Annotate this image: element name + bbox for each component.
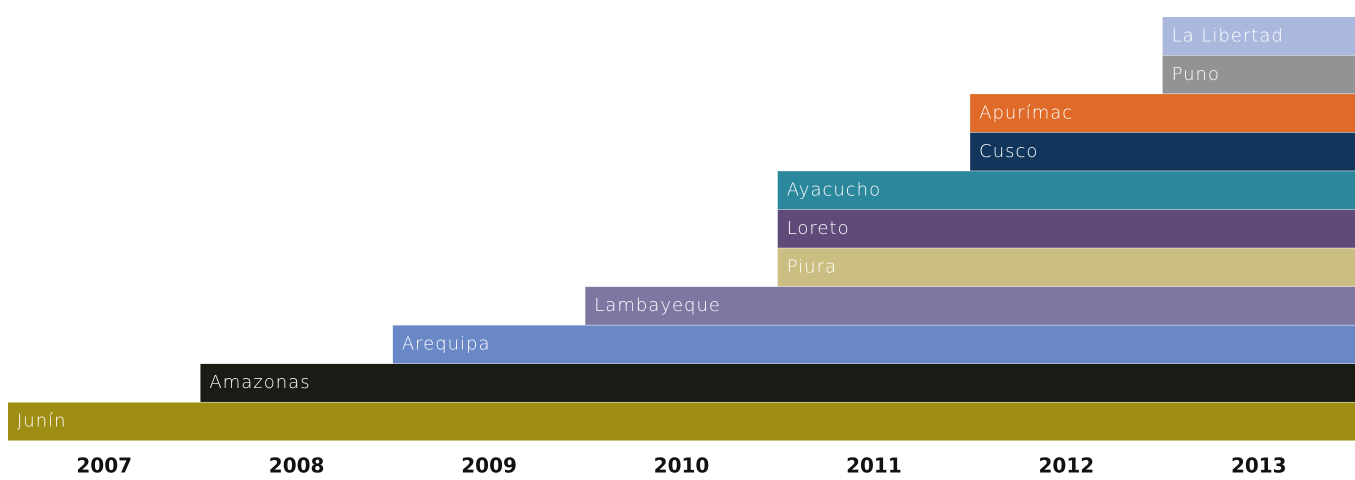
bar-label: Puno	[1172, 64, 1220, 85]
timeline-bar	[970, 94, 1355, 133]
timeline-bar	[777, 171, 1355, 210]
bar-label: Lambayeque	[594, 295, 721, 316]
bar-label: La Libertad	[1172, 25, 1284, 46]
timeline-bar	[777, 248, 1355, 287]
bar-label: Ayacucho	[787, 179, 881, 200]
timeline-bar	[200, 363, 1355, 402]
timeline-bar	[1162, 17, 1355, 56]
timeline-bar	[777, 209, 1355, 248]
timeline-bar	[1162, 55, 1355, 94]
bar-label: Cusco	[979, 141, 1038, 162]
x-tick-label: 2009	[461, 454, 517, 478]
bar-label: Amazonas	[209, 372, 310, 393]
x-tick-label: 2008	[269, 454, 325, 478]
timeline-bar	[392, 325, 1355, 364]
bar-label: Junín	[17, 411, 67, 432]
timeline-bar	[970, 132, 1355, 171]
timeline-bar	[585, 286, 1355, 325]
timeline-bar	[8, 402, 1355, 441]
x-tick-label: 2007	[76, 454, 132, 478]
bar-label: Arequipa	[402, 334, 491, 355]
x-tick-label: 2013	[1231, 454, 1287, 478]
bar-label: Piura	[787, 257, 837, 278]
bar-label: Loreto	[787, 218, 850, 239]
x-tick-label: 2010	[654, 454, 710, 478]
bar-label: Apurímac	[979, 102, 1073, 123]
x-tick-label: 2011	[846, 454, 902, 478]
x-tick-label: 2012	[1039, 454, 1095, 478]
